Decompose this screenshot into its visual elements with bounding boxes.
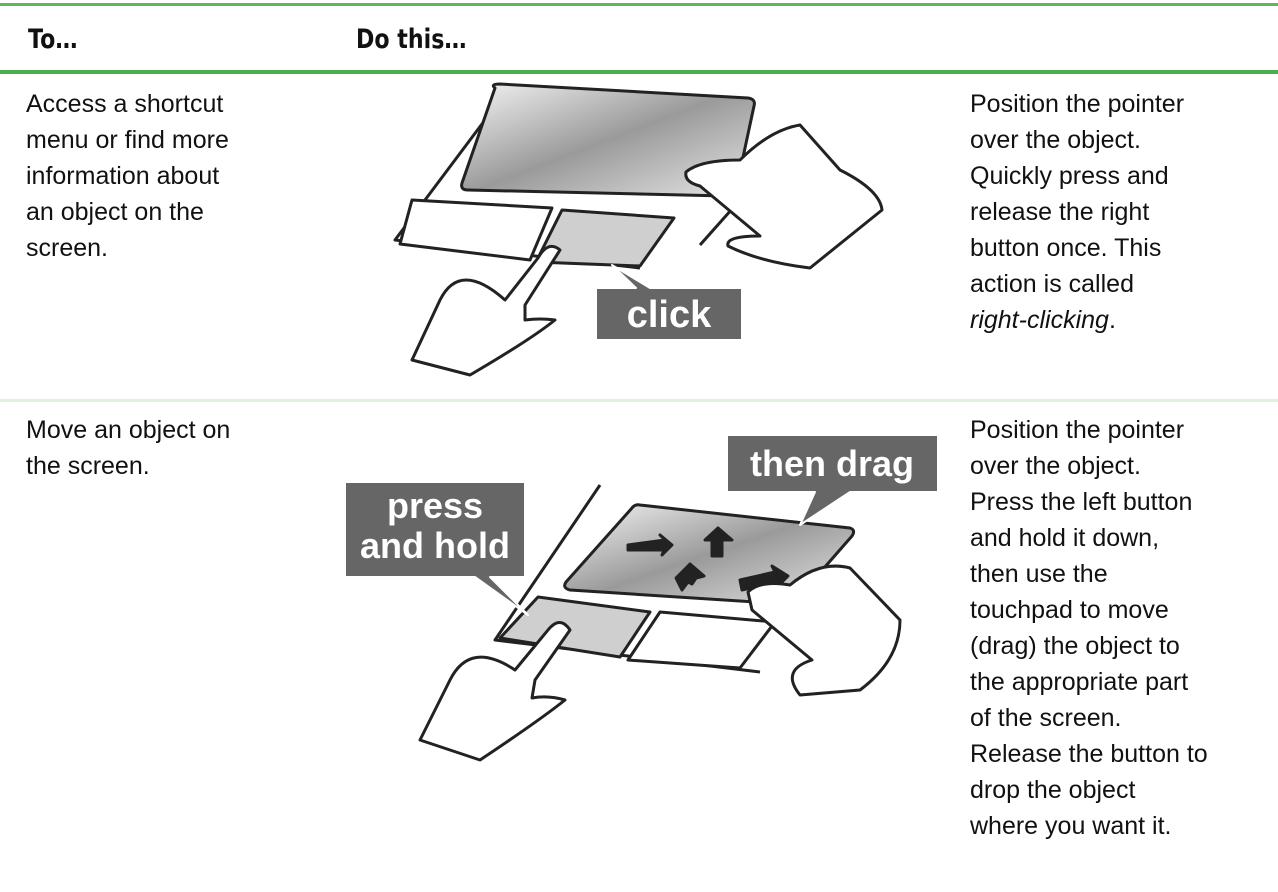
illustration-label: click (627, 294, 712, 336)
description-line: action is called (970, 270, 1134, 298)
description-text: Position the pointer over the object. Pres… (970, 412, 1208, 844)
description-line: (drag) the object to (970, 632, 1180, 660)
description-line: button once. This (970, 234, 1162, 262)
touchpad-illustration (393, 82, 884, 377)
action-line: screen. (26, 234, 108, 262)
action-line: an object on the (26, 198, 204, 226)
description-line: of the screen. (970, 704, 1122, 732)
description-line: release the right (970, 198, 1150, 226)
description-line: Press the left button (970, 488, 1193, 516)
description-line: where you want it. (970, 812, 1172, 840)
description-line: Release the button to (970, 740, 1208, 768)
action-line: the screen. (26, 452, 150, 480)
illustration-label: and hold (360, 525, 510, 566)
action-line: Move an object on (26, 416, 231, 444)
description-line: Position the pointer (970, 90, 1185, 118)
description-line: touchpad to move (970, 596, 1169, 624)
description-line: Position the pointer (970, 416, 1185, 444)
illustration-label: press (387, 485, 483, 526)
description-line: and hold it down, (970, 524, 1160, 552)
row-rule (0, 399, 1278, 402)
action-line: information about (26, 162, 220, 190)
column-header: To… (28, 24, 78, 55)
action-text: Move an object on the screen. (26, 412, 230, 484)
description-line: right-clicking. (970, 302, 1184, 338)
emphasis: right-clicking (970, 306, 1109, 334)
description-text: Position the pointer over the object. Quic… (970, 86, 1184, 338)
header-rule (0, 70, 1278, 74)
description-line: drop the object (970, 776, 1136, 804)
action-line: Access a shortcut (26, 90, 224, 118)
description-line: over the object. (970, 452, 1141, 480)
illustration-label: then drag (750, 443, 914, 484)
description-line: over the object. (970, 126, 1141, 154)
description-line: then use the (970, 560, 1108, 588)
description-line: Quickly press and (970, 162, 1169, 190)
description-line: the appropriate part (970, 668, 1189, 696)
top-rule (0, 3, 1278, 6)
column-header: Do this… (356, 24, 467, 55)
action-text: Access a shortcut menu or find more inform… (26, 86, 229, 266)
touchpad-illustration (344, 434, 939, 762)
action-line: menu or find more (26, 126, 229, 154)
suffix: . (1108, 306, 1116, 334)
